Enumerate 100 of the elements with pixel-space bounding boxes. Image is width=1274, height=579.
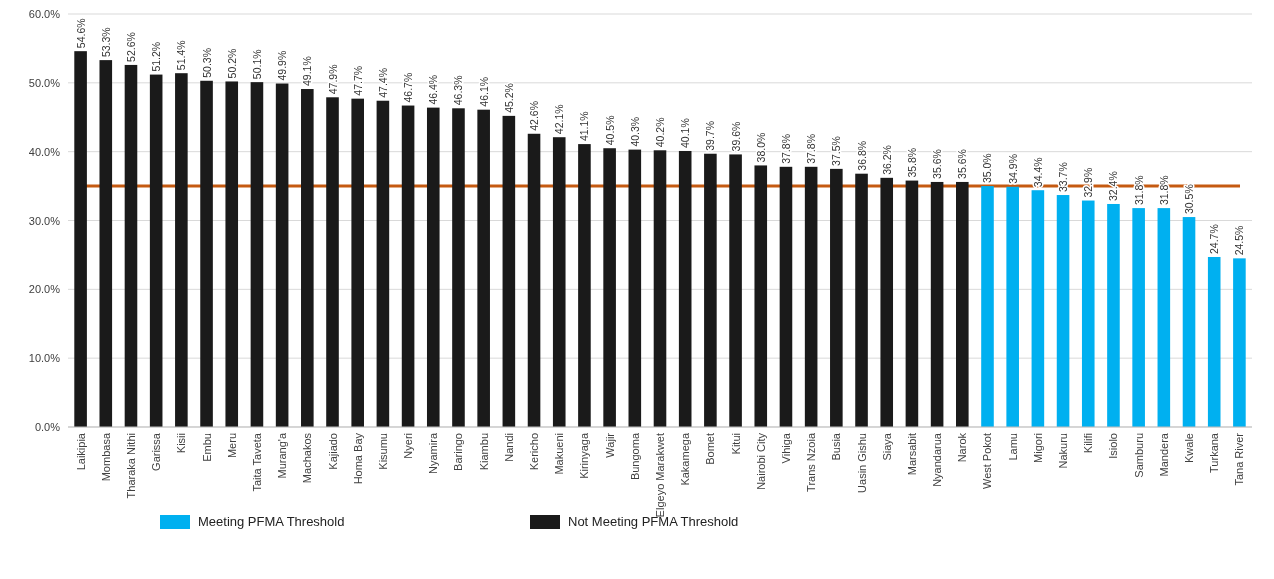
bar: [502, 115, 516, 427]
x-tick-label: Migori: [1031, 433, 1044, 463]
bar: [552, 137, 566, 427]
x-tick-label: Uasin Gishu: [855, 433, 868, 493]
data-label: 50.2%: [225, 48, 238, 79]
x-tick-label: Nyeri: [402, 433, 415, 459]
x-tick-label: Kwale: [1183, 433, 1196, 463]
data-label: 35.6%: [956, 149, 969, 179]
x-tick-label: Laikipia: [74, 432, 87, 471]
x-tick-label: Tana River: [1233, 432, 1246, 486]
data-label: 46.7%: [402, 72, 415, 103]
bar: [426, 107, 440, 427]
x-tick-label: Elgeyo Marakwet: [654, 433, 666, 518]
data-label: 40.3%: [628, 116, 641, 147]
x-tick-label: Mombasa: [99, 432, 112, 482]
x-tick-label: Bomet: [704, 433, 717, 465]
x-tick-label: Embu: [200, 433, 213, 462]
x-tick-label: Nyandarua: [931, 432, 944, 487]
data-label: 40.1%: [679, 118, 692, 148]
bar: [678, 150, 692, 427]
data-label: 46.4%: [427, 74, 440, 105]
bar: [779, 166, 793, 427]
data-label: 41.1%: [578, 111, 591, 142]
data-label: 36.8%: [855, 140, 868, 171]
y-tick-label: 50.0%: [28, 76, 61, 89]
data-label: 30.5%: [1183, 184, 1196, 215]
data-label: 24.7%: [1208, 224, 1221, 254]
x-tick-label: Machakos: [301, 432, 314, 484]
x-tick-label: Kisumu: [376, 433, 389, 470]
bar: [855, 173, 868, 427]
bar: [99, 60, 113, 427]
data-label: 47.9%: [326, 64, 339, 95]
legend-label: Meeting PFMA Threshold: [198, 514, 345, 529]
data-label: 50.1%: [250, 49, 263, 80]
y-tick-label: 30.0%: [28, 214, 61, 227]
data-label: 36.2%: [880, 145, 893, 175]
x-tick-label: Baringo: [452, 433, 465, 471]
x-tick-label: Kericho: [528, 433, 541, 471]
bar: [653, 150, 667, 427]
bar: [830, 168, 843, 427]
x-tick-label: Kakamega: [679, 432, 692, 486]
x-tick-label: Nakuru: [1057, 433, 1070, 469]
bar: [704, 153, 717, 427]
bar: [275, 83, 289, 427]
bar: [1182, 217, 1196, 427]
y-tick-label: 0.0%: [34, 421, 61, 433]
data-label: 45.2%: [502, 83, 515, 113]
data-label: 31.8%: [1132, 175, 1145, 206]
data-label: 35.8%: [905, 147, 918, 178]
bar: [225, 81, 239, 427]
data-label: 35.0%: [981, 153, 994, 184]
data-label: 42.6%: [528, 100, 541, 131]
bar: [754, 165, 768, 427]
data-label: 46.3%: [452, 75, 465, 106]
data-label: 39.7%: [704, 120, 717, 151]
x-tick-label: Nairobi City: [754, 432, 767, 490]
bar: [603, 148, 616, 427]
x-tick-label: Narok: [956, 432, 969, 463]
x-tick-label: Homa Bay: [351, 432, 364, 485]
data-label: 40.2%: [654, 117, 666, 148]
data-label: 47.4%: [376, 67, 389, 98]
x-tick-label: Kisii: [175, 433, 188, 454]
x-tick-label: Turkana: [1208, 432, 1221, 473]
bar: [930, 181, 944, 427]
bar: [1081, 200, 1095, 427]
bar: [74, 51, 87, 427]
x-tick-label: Bungoma: [628, 432, 641, 481]
bar: [956, 181, 969, 427]
bar: [124, 64, 138, 427]
data-label: 53.3%: [99, 27, 112, 58]
bar: [1107, 203, 1120, 427]
bar: [578, 144, 591, 427]
data-label: 47.7%: [351, 65, 364, 96]
x-tick-label: Siaya: [880, 432, 893, 461]
x-tick-label: Kitui: [729, 433, 742, 455]
bar: [1132, 208, 1145, 427]
bar: [149, 74, 163, 427]
x-tick-label: Murang'a: [276, 432, 289, 479]
x-tick-label: Isiolo: [1107, 433, 1120, 459]
data-label: 37.5%: [830, 136, 843, 166]
x-tick-label: Taita Taveta: [250, 432, 263, 492]
x-tick-label: West Pokot: [981, 433, 994, 490]
x-tick-label: Garissa: [150, 432, 163, 471]
bar: [804, 166, 818, 427]
bar: [250, 82, 264, 427]
data-label: 24.5%: [1233, 225, 1246, 256]
data-label: 46.1%: [477, 76, 490, 107]
data-label: 51.4%: [175, 40, 188, 71]
bar: [200, 80, 213, 427]
data-label: 54.6%: [74, 18, 87, 49]
x-tick-label: Trans Nzoia: [805, 432, 818, 492]
data-label: 49.9%: [276, 50, 289, 81]
data-label: 42.1%: [553, 104, 566, 135]
data-label: 51.2%: [150, 41, 163, 72]
x-tick-label: Kilifi: [1082, 433, 1095, 454]
bar: [1157, 208, 1171, 427]
x-tick-label: Makueni: [553, 433, 566, 475]
data-label: 50.3%: [200, 47, 213, 78]
data-label: 32.9%: [1082, 167, 1095, 198]
data-label: 38.0%: [754, 132, 767, 163]
